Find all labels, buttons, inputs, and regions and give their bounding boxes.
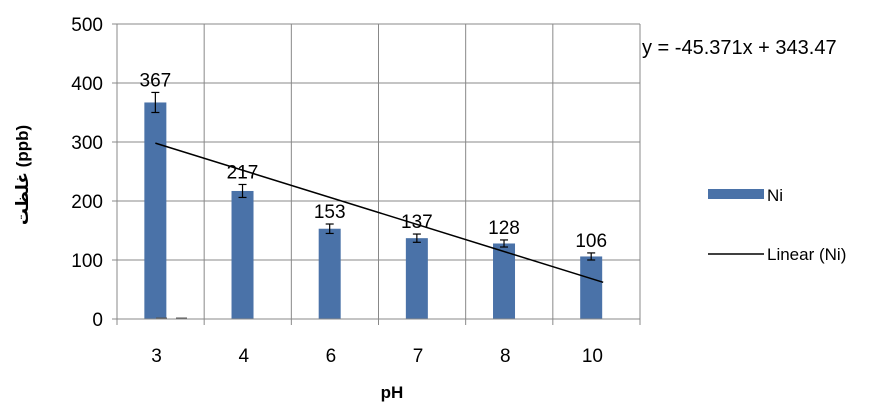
y-tick-label-300: 300 <box>71 133 103 154</box>
legend: Ni Linear (Ni) <box>708 186 846 264</box>
legend-label-trendline: Linear (Ni) <box>767 245 846 264</box>
data-label-8: 128 <box>488 218 520 239</box>
gridlines <box>117 23 641 320</box>
x-tick-label-6: 6 <box>326 346 337 367</box>
bar-8 <box>493 243 516 319</box>
bars-group <box>144 102 603 319</box>
bar-4 <box>231 190 254 319</box>
bar-7 <box>405 238 428 319</box>
x-tick-label-3: 3 <box>151 346 162 367</box>
y-tick-label-200: 200 <box>71 192 103 213</box>
y-tick-label-500: 500 <box>71 15 103 36</box>
data-label-6: 153 <box>314 202 346 223</box>
error-bars-group <box>151 91 596 261</box>
x-tick-label-10: 10 <box>582 346 603 367</box>
data-label-10: 106 <box>575 231 607 252</box>
x-tick-label-8: 8 <box>500 346 511 367</box>
data-label-7: 137 <box>401 212 433 233</box>
legend-swatch-ni <box>708 189 764 199</box>
trendline <box>155 142 604 284</box>
bar-10 <box>580 256 603 319</box>
legend-label-ni: Ni <box>767 186 783 205</box>
y-tick-label-100: 100 <box>71 251 103 272</box>
data-label-3: 367 <box>140 70 172 91</box>
trendline-group <box>155 142 604 284</box>
data-labels-group: 367 217 153 137 128 106 <box>140 70 608 251</box>
x-tick-label-4: 4 <box>238 346 249 367</box>
data-label-4: 217 <box>227 162 259 183</box>
y-axis-label: غلظت (ppb) <box>13 125 32 225</box>
x-axis-label: pH <box>381 383 404 402</box>
bar-3 <box>144 102 167 319</box>
x-tick-label-7: 7 <box>413 346 424 367</box>
trendline-equation: y = -45.371x + 343.47 <box>642 37 837 59</box>
bar-6 <box>318 228 341 319</box>
y-tick-label-0: 0 <box>92 310 103 331</box>
y-tick-label-400: 400 <box>71 74 103 95</box>
axes-group <box>112 23 641 325</box>
